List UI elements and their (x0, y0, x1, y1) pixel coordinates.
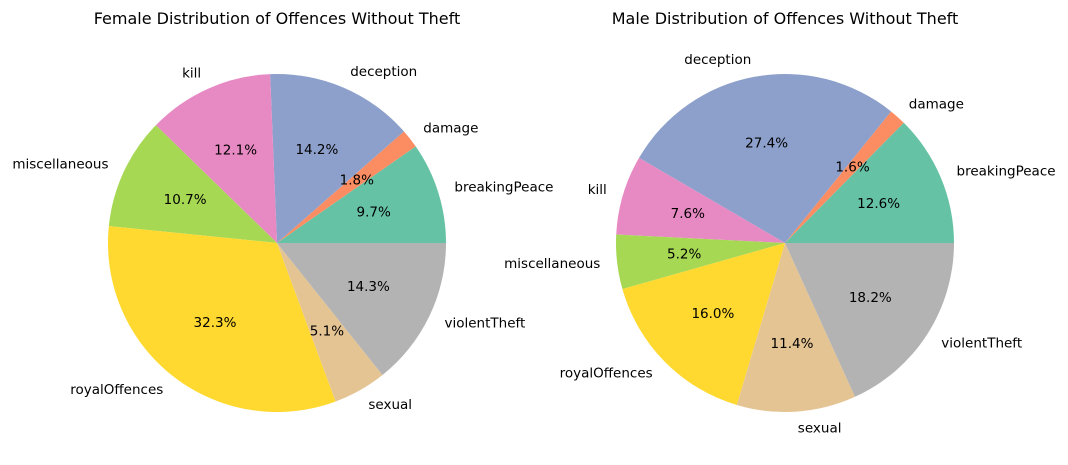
male-pct-breakingPeace: 12.6% (857, 196, 900, 212)
female-pct-damage: 1.8% (340, 173, 374, 189)
female-slice-royalOffences (108, 226, 336, 412)
male-label-breakingPeace: breakingPeace (957, 163, 1056, 179)
female-pct-deception: 14.2% (295, 142, 338, 158)
female-pct-violentTheft: 14.3% (347, 279, 390, 295)
female-label-deception: deception (350, 64, 417, 80)
male-pct-sexual: 11.4% (771, 336, 814, 352)
female-slice-kill (155, 74, 277, 243)
female-slice-breakingPeace (277, 146, 446, 243)
female-label-sexual: sexual (368, 397, 412, 413)
male-slice-breakingPeace (785, 122, 955, 243)
male-slice-sexual (736, 243, 856, 413)
male-slice-kill (616, 157, 785, 243)
female-pct-sexual: 5.1% (310, 323, 344, 339)
male-slice-deception (639, 74, 892, 243)
male-slice-damage (785, 111, 904, 243)
male-label-kill: kill (588, 182, 607, 198)
female-pct-miscellaneous: 10.7% (164, 192, 207, 208)
male-pie-slices (615, 74, 955, 413)
female-pie-chart: Female Distribution of Offences Without … (12, 9, 553, 413)
male-label-miscellaneous: miscellaneous (504, 256, 600, 272)
male-label-royalOffences: royalOffences (560, 366, 653, 382)
male-label-deception: deception (684, 52, 751, 68)
female-slice-sexual (277, 243, 383, 402)
female-label-violentTheft: violentTheft (445, 316, 526, 332)
male-slice-violentTheft (785, 243, 954, 397)
female-label-royalOffences: royalOffences (70, 382, 163, 398)
male-slice-royalOffences (622, 243, 785, 405)
female-slice-violentTheft (277, 243, 446, 376)
male-label-sexual: sexual (798, 421, 842, 437)
female-slice-damage (277, 131, 416, 243)
female-label-breakingPeace: breakingPeace (454, 179, 553, 195)
female-label-damage: damage (423, 120, 478, 136)
female-slice-deception (270, 73, 404, 243)
male-chart-title: Male Distribution of Offences Without Th… (612, 9, 959, 28)
female-pie-slices (108, 73, 446, 412)
male-label-damage: damage (909, 96, 964, 112)
female-pct-kill: 12.1% (214, 142, 257, 158)
male-pct-miscellaneous: 5.2% (667, 246, 701, 262)
male-pct-royalOffences: 16.0% (691, 306, 734, 322)
female-pie-labels: breakingPeace 9.7% damage 1.8% deception 14.2… (12, 64, 553, 413)
male-label-violentTheft: violentTheft (941, 336, 1022, 352)
female-pct-breakingPeace: 9.7% (357, 205, 391, 221)
male-pct-kill: 7.6% (671, 206, 705, 222)
male-pie-chart: Male Distribution of Offences Without Th… (504, 9, 1055, 437)
female-slice-miscellaneous (108, 125, 277, 243)
female-pct-royalOffences: 32.3% (194, 315, 237, 331)
female-label-miscellaneous: miscellaneous (12, 157, 108, 173)
male-pct-deception: 27.4% (745, 135, 788, 151)
male-pie-labels: breakingPeace 12.6% damage 1.6% deception 27.… (504, 52, 1055, 436)
male-pct-damage: 1.6% (835, 159, 869, 175)
female-chart-title: Female Distribution of Offences Without … (94, 9, 461, 28)
male-slice-miscellaneous (615, 234, 785, 290)
male-pct-violentTheft: 18.2% (849, 290, 892, 306)
female-label-kill: kill (182, 65, 201, 81)
